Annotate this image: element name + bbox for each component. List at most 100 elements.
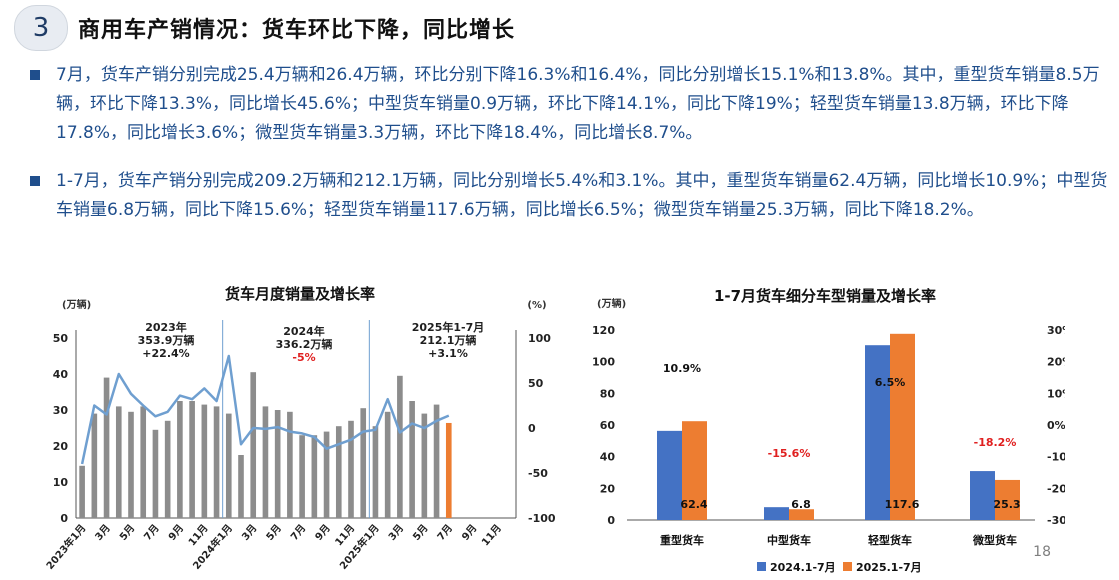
- bar-value-label: 62.4: [680, 498, 707, 511]
- period-annotation-text: +3.1%: [428, 347, 468, 360]
- bar: [140, 406, 147, 518]
- bar-value-label: 6.8: [791, 498, 811, 511]
- bullet-text: 1-7月，货车产销分别完成209.2万辆和212.1万辆，同比分别增长5.4%和…: [56, 171, 1108, 220]
- bullet-paragraph-1: 7月，货车产销分别完成25.4万辆和26.4万辆，环比分别下降16.3%和16.…: [30, 61, 1110, 148]
- x-tick-label: 5月: [264, 522, 284, 543]
- growth-rate-label: -15.6%: [768, 447, 811, 460]
- y-axis-unit: (万辆): [597, 297, 626, 310]
- x-tick-label: 9月: [313, 522, 333, 543]
- x-tick-label: 7月: [142, 522, 162, 543]
- y2-tick-label: -50: [528, 467, 548, 480]
- monthly-truck-sales-chart: 货车月度销量及增长率 (万辆) (%) 0 10 20 30 40 50 -100 -50 0 50 10…: [40, 280, 560, 576]
- period-annotation-text: 2025年1-7月: [412, 320, 485, 334]
- bar-current-year: [995, 479, 1020, 520]
- y-tick-label: 20: [53, 440, 69, 453]
- bar: [421, 413, 428, 518]
- period-annotation-text: 2024年: [283, 324, 325, 338]
- y-tick-label: 50: [53, 332, 69, 345]
- bar: [128, 411, 134, 518]
- bar-latest-month: [445, 422, 452, 518]
- y-tick-label: 0: [607, 514, 615, 527]
- chart-title: 1-7月货车细分车型销量及增长率: [714, 287, 936, 305]
- bar: [115, 406, 122, 518]
- bar: [152, 429, 159, 518]
- y2-tick-label: 0%: [1047, 419, 1065, 432]
- legend-label: 2025.1-7月: [856, 561, 922, 574]
- x-tick-label: 11月: [479, 522, 504, 548]
- bar: [238, 455, 244, 518]
- bar: [372, 426, 379, 518]
- x-tick-label: 3月: [93, 522, 113, 543]
- period-annotation-text: -5%: [292, 351, 315, 364]
- bar: [311, 435, 318, 518]
- y-tick-label: 40: [53, 368, 69, 381]
- category-label: 轻型货车: [868, 533, 912, 547]
- y-axis-unit: (万辆): [62, 298, 91, 311]
- category-label: 中型货车: [767, 533, 811, 547]
- y-tick-label: 40: [600, 451, 616, 464]
- bar-prior-year: [657, 430, 682, 520]
- x-tick-label: 3月: [239, 522, 259, 543]
- bar: [299, 435, 305, 518]
- page-title: 商用车产销情况：货车环比下降，同比增长: [78, 18, 516, 43]
- bar: [409, 401, 415, 518]
- bar: [335, 426, 342, 518]
- chart-title: 货车月度销量及增长率: [225, 285, 375, 303]
- bullet-square-icon: [30, 176, 40, 186]
- x-tick-label: 7月: [288, 522, 308, 543]
- y2-tick-label: -20%: [1047, 482, 1065, 495]
- x-tick-label: 5月: [117, 522, 137, 543]
- bullet-text: 7月，货车产销分别完成25.4万辆和26.4万辆，环比分别下降16.3%和16.…: [56, 65, 1100, 143]
- header: 3 商用车产销情况：货车环比下降，同比增长: [0, 0, 1119, 56]
- y2-tick-label: 50: [528, 377, 544, 390]
- growth-rate-label: 10.9%: [663, 362, 701, 375]
- bar-prior-year: [764, 507, 789, 520]
- growth-rate-label: -18.2%: [974, 436, 1017, 449]
- x-tick-label: 9月: [459, 522, 479, 543]
- y-tick-label: 100: [592, 356, 615, 369]
- bar: [384, 411, 391, 518]
- y2-tick-label: 0: [528, 422, 536, 435]
- y2-axis-unit: (%): [527, 300, 546, 311]
- bar-prior-year: [865, 345, 890, 520]
- y-tick-label: 30: [53, 404, 69, 417]
- monthly-truck-sales-svg: 货车月度销量及增长率 (万辆) (%) 0 10 20 30 40 50 -100 -50 0 50 10…: [43, 285, 556, 572]
- bar: [250, 372, 257, 518]
- x-tick-label: 3月: [386, 522, 406, 543]
- bar: [177, 401, 183, 518]
- y2-tick-label: 30%: [1047, 324, 1065, 337]
- bullet-paragraph-2: 1-7月，货车产销分别完成209.2万辆和212.1万辆，同比分别增长5.4%和…: [30, 167, 1110, 225]
- legend-swatch: [757, 562, 766, 571]
- y-tick-label: 60: [600, 419, 616, 432]
- bar: [274, 410, 281, 518]
- x-tick-label: 11月: [333, 522, 358, 548]
- section-number-badge: 3: [14, 5, 68, 51]
- bar-current-year: [890, 333, 915, 520]
- bar: [397, 375, 403, 518]
- y2-tick-label: -100: [528, 512, 556, 525]
- y-tick-label: 0: [60, 512, 68, 525]
- x-tick-label: 7月: [435, 522, 455, 543]
- bar: [164, 420, 171, 518]
- bar: [79, 465, 85, 518]
- period-annotation-text: +22.4%: [142, 347, 189, 360]
- y2-tick-label: -10%: [1047, 451, 1065, 464]
- growth-rate-line: [80, 354, 450, 465]
- legend-label: 2024.1-7月: [770, 561, 836, 574]
- bar: [189, 401, 195, 518]
- bar-prior-year: [970, 471, 995, 520]
- y-tick-label: 80: [600, 387, 616, 400]
- period-annotation-text: 336.2万辆: [276, 337, 333, 351]
- category-label: 重型货车: [660, 533, 704, 547]
- bar: [348, 420, 354, 518]
- x-tick-label: 2023年1月: [43, 522, 88, 572]
- bar: [287, 411, 293, 518]
- bar: [103, 377, 110, 518]
- segment-sales-svg: 1-7月货车细分车型销量及增长率 (万辆) 0 20 40 60 80 100 120 -30% -…: [592, 287, 1078, 574]
- bar: [225, 413, 232, 518]
- bar-current-year: [789, 509, 814, 520]
- legend-swatch: [843, 562, 852, 571]
- y-tick-label: 120: [592, 324, 615, 337]
- page-number: 18: [1033, 544, 1051, 560]
- bar: [360, 408, 367, 518]
